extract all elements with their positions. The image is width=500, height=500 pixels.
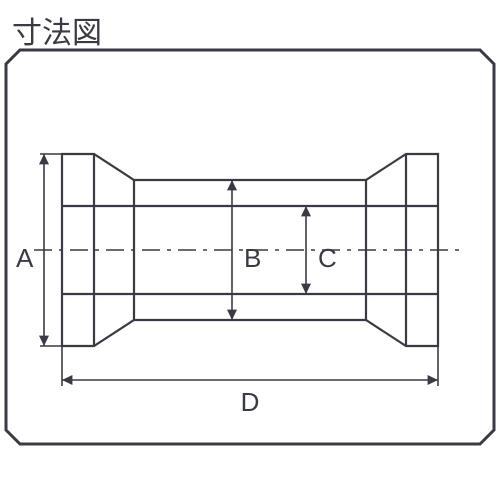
dim-label-d: D	[241, 387, 260, 417]
dim-label-a: A	[16, 243, 34, 273]
dim-label-c: C	[318, 243, 337, 273]
diagram-svg: A B C D	[0, 0, 500, 500]
diagram-canvas: 寸法図 ABCD	[0, 0, 500, 500]
dim-label-b: B	[244, 243, 261, 273]
